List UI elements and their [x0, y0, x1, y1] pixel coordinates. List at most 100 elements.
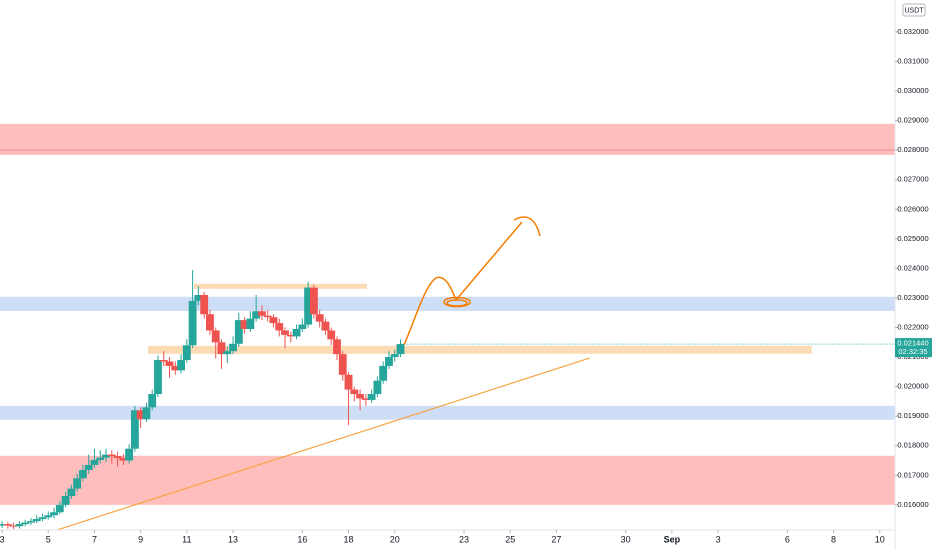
x-tick-label: 3 [0, 534, 5, 544]
candle-body [171, 365, 180, 371]
candle-body [281, 330, 289, 335]
x-tick-label: 16 [297, 534, 307, 544]
candle-body [67, 488, 76, 497]
candle-body [379, 365, 388, 381]
candle-body [177, 360, 186, 371]
candle-body [142, 407, 151, 420]
candle-body [356, 394, 365, 399]
time-axis-background [0, 530, 895, 550]
currency-label: USDT [904, 7, 924, 14]
candle-body [102, 454, 110, 458]
plot-area [0, 123, 895, 531]
candle-body [125, 448, 134, 461]
x-tick-label: 6 [785, 534, 790, 544]
candle-body [9, 525, 18, 527]
candle-body [21, 522, 30, 525]
candle-body [223, 351, 232, 355]
candle-body [84, 464, 93, 470]
candle-body [96, 457, 105, 460]
x-tick-label: 30 [621, 534, 631, 544]
candle-body [350, 389, 359, 395]
candle-body [3, 524, 12, 526]
y-tick-label: 0.022000 [897, 323, 928, 332]
candle-body [159, 360, 168, 362]
candle-body [182, 345, 191, 361]
x-tick-label: 27 [551, 534, 561, 544]
y-tick-label: 0.026000 [897, 204, 928, 213]
y-tick-label: 0.023000 [897, 293, 928, 302]
candle-body [321, 321, 330, 331]
y-tick-label: 0.019000 [897, 411, 928, 420]
candle-body [107, 454, 116, 457]
y-tick-label: 0.029000 [897, 116, 928, 125]
candle-body [309, 287, 318, 315]
candle-body [304, 287, 313, 325]
candle-body [367, 394, 376, 400]
candle-body [38, 517, 47, 520]
candle-body [32, 519, 41, 522]
candle-body [119, 458, 128, 461]
y-tick-label: 0.017000 [897, 470, 928, 479]
y-tick-label: 0.030000 [897, 86, 928, 95]
candle-body [194, 295, 203, 301]
candle-body [263, 315, 272, 318]
countdown: 02:32:35 [898, 347, 927, 356]
candle-body [148, 394, 157, 408]
candle-body [396, 344, 405, 355]
x-tick-label: 3 [716, 534, 721, 544]
zone [0, 455, 895, 505]
candle-body [113, 456, 122, 459]
annotation-arrow [403, 216, 541, 346]
axes: 0.016000 0.017000 0.018000 0.019000 0.020000… [0, 27, 932, 544]
y-tick-label: 0.018000 [897, 441, 928, 450]
candle-body [275, 323, 284, 331]
currency-box [902, 3, 926, 17]
candle-body [130, 410, 139, 449]
candle-body [211, 330, 220, 343]
x-tick-label: 25 [505, 534, 515, 544]
candle-body [234, 320, 243, 344]
candle-body [44, 515, 53, 518]
candle-body [333, 339, 341, 355]
candle-body [50, 512, 58, 516]
candle-body [229, 343, 237, 352]
last-price-label: 0.021440 [897, 339, 928, 348]
candle-body [361, 398, 370, 400]
y-tick-label: 0.028000 [897, 145, 928, 154]
candle-body [385, 357, 393, 366]
candle-body [55, 504, 64, 513]
candle-body [0, 524, 7, 526]
candle-body [217, 342, 226, 355]
x-tick-label: Sep [664, 534, 681, 544]
x-tick-label: 20 [390, 534, 400, 544]
y-tick-label: 0.031000 [897, 56, 928, 65]
candle-body [252, 311, 261, 319]
last-price-tag [895, 338, 932, 358]
x-tick-label: 7 [92, 534, 97, 544]
candle-body [390, 354, 399, 358]
y-tick-label: 0.016000 [897, 500, 928, 509]
zone [0, 405, 895, 420]
candle-body [73, 478, 82, 489]
candle-body [246, 318, 255, 329]
candle-body [240, 320, 249, 329]
candle-body [344, 374, 353, 390]
zone [194, 283, 368, 289]
candle-body [188, 300, 197, 346]
candle-body [206, 314, 214, 331]
candle-body [136, 410, 145, 420]
candle-body [61, 496, 70, 505]
candle-body [298, 324, 307, 329]
candle-body [269, 317, 278, 324]
trendline [57, 357, 591, 531]
candle-body [78, 469, 87, 479]
candle-body [286, 334, 295, 337]
candle-body [338, 354, 347, 375]
candle-body [373, 380, 382, 395]
candle-body [154, 360, 162, 395]
candle-body [90, 459, 99, 465]
candle-body [327, 330, 336, 340]
candle-body [200, 295, 209, 315]
